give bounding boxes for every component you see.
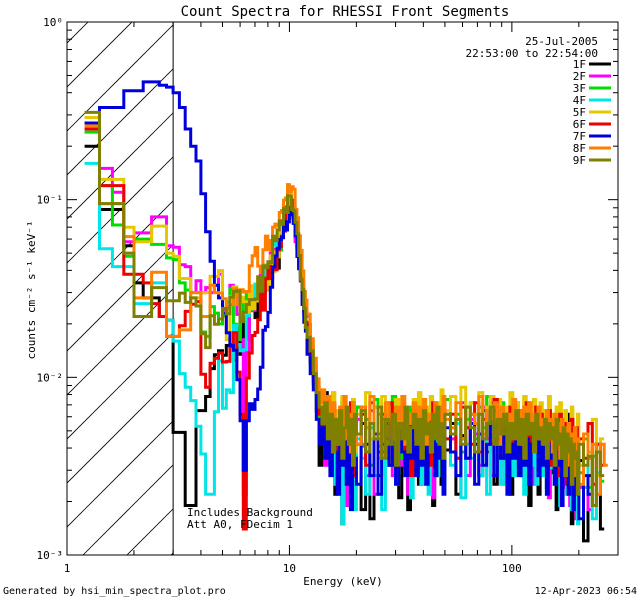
legend-label-9F: 9F xyxy=(573,154,586,167)
legend-label-8F: 8F xyxy=(573,142,586,155)
y-tick-label: 10⁻² xyxy=(37,371,64,384)
x-tick-label: 1 xyxy=(64,562,71,575)
y-tick-label: 10⁻¹ xyxy=(37,194,64,207)
annotation-line-2: Att A0, FDecim 1 xyxy=(187,518,293,531)
legend: 25-Jul-2005 22:53:00 to 22:54:00 1F2F3F4… xyxy=(466,35,611,167)
legend-label-7F: 7F xyxy=(573,130,586,143)
hatch-line xyxy=(67,22,89,44)
y-tick-label: 10⁻³ xyxy=(37,549,64,562)
x-tick-label: 10 xyxy=(283,562,296,575)
hatch-line xyxy=(0,15,7,555)
annotation: Includes Background Att A0, FDecim 1 xyxy=(187,506,313,531)
y-axis-label: counts cm⁻² s⁻¹ keV⁻¹ xyxy=(25,220,38,359)
axes: 1 10 100 10⁰ 10⁻¹ 10⁻² 10⁻³ xyxy=(37,16,619,575)
legend-date: 25-Jul-2005 xyxy=(525,35,598,48)
hatch-line xyxy=(67,22,221,176)
legend-label-6F: 6F xyxy=(573,118,586,131)
legend-label-3F: 3F xyxy=(573,82,586,95)
legend-label-4F: 4F xyxy=(573,94,586,107)
series-line-9F xyxy=(84,110,605,507)
hatch-line xyxy=(67,22,133,88)
legend-time-range: 22:53:00 to 22:54:00 xyxy=(466,47,598,60)
plot-frame xyxy=(66,21,619,556)
footer-generated-by: Generated by hsi_min_spectra_plot.pro xyxy=(3,586,226,597)
footer-timestamp: 12-Apr-2023 06:54 xyxy=(534,586,637,597)
annotation-line-1: Includes Background xyxy=(187,506,313,519)
series-line-7F xyxy=(84,80,593,521)
legend-label-1F: 1F xyxy=(573,58,586,71)
x-tick-label: 100 xyxy=(502,562,522,575)
series-layer xyxy=(84,80,608,543)
legend-label-5F: 5F xyxy=(573,106,586,119)
hatch-line xyxy=(67,22,177,132)
y-tick-label: 10⁰ xyxy=(43,16,63,29)
legend-label-2F: 2F xyxy=(573,70,586,83)
chart-title: Count Spectra for RHESSI Front Segments xyxy=(181,4,510,20)
x-axis-label: Energy (keV) xyxy=(303,575,382,588)
